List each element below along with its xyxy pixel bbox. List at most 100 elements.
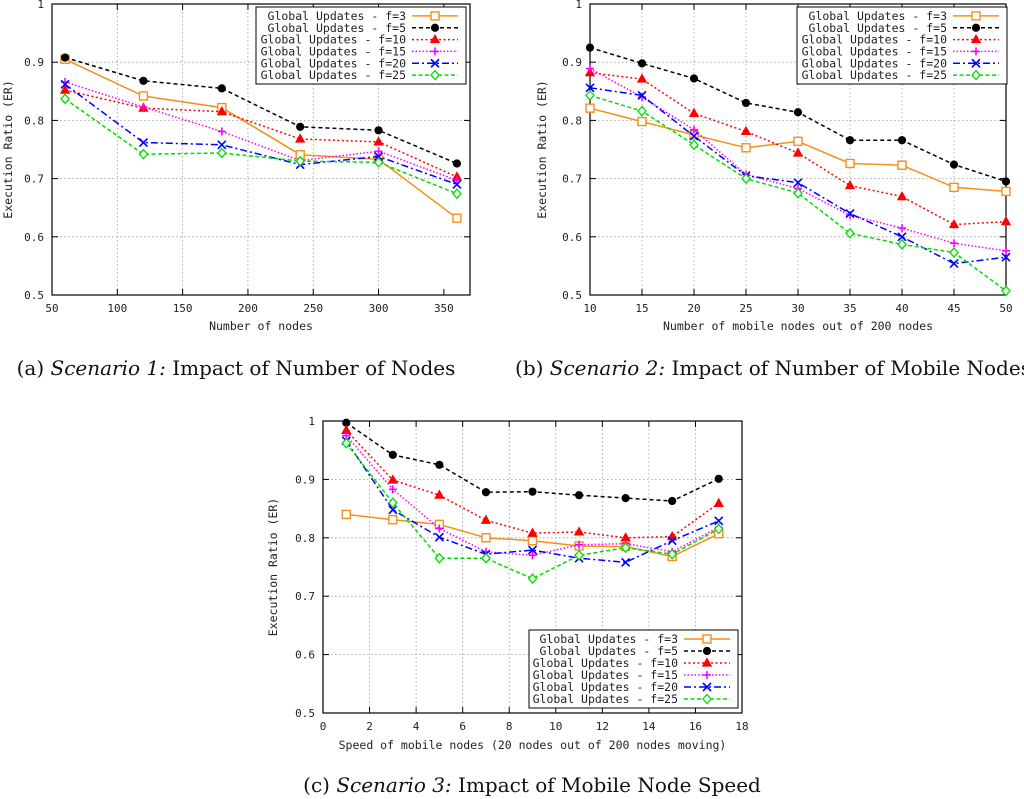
data-point <box>374 126 383 135</box>
data-point <box>586 64 594 73</box>
figure-caption: (b) Scenario 2: Impact of Number of Mobi… <box>515 356 1024 380</box>
data-point <box>481 533 491 543</box>
legend-marker <box>702 646 712 656</box>
data-point <box>637 105 647 117</box>
data-point <box>636 73 648 83</box>
legend-label: Global Updates - f=15 <box>533 668 678 682</box>
legend-label: Global Updates - f=10 <box>261 33 406 47</box>
data-point <box>452 188 462 200</box>
y-tick-label: 0.5 <box>562 289 582 302</box>
data-point <box>528 487 537 496</box>
series-line-f5 <box>64 56 458 165</box>
data-point <box>689 131 699 141</box>
data-point <box>793 187 803 199</box>
data-point <box>949 182 959 193</box>
data-point <box>373 156 384 168</box>
x-tick-label: 18 <box>735 720 748 733</box>
legend-marker <box>972 47 980 56</box>
series-line-f10 <box>64 89 458 178</box>
data-point <box>373 151 384 162</box>
data-point <box>741 98 751 108</box>
data-point <box>139 103 148 112</box>
caption-prefix: (b) <box>515 356 550 380</box>
data-point <box>481 552 491 564</box>
data-point <box>373 136 384 146</box>
data-point <box>585 83 595 93</box>
data-point <box>741 173 751 185</box>
data-point <box>574 491 584 500</box>
x-tick-label: 250 <box>303 302 323 315</box>
data-point <box>949 247 959 258</box>
series-line-f10 <box>345 429 720 539</box>
x-tick-label: 30 <box>791 302 804 315</box>
data-point <box>896 191 908 201</box>
data-point <box>637 90 647 100</box>
data-point <box>1002 246 1010 255</box>
data-point <box>295 155 306 167</box>
legend-marker <box>430 58 440 68</box>
data-point <box>897 160 907 170</box>
y-tick-label: 0.8 <box>562 114 582 127</box>
series-line-f15 <box>589 67 1007 252</box>
series-line-f20 <box>345 440 719 564</box>
y-tick-label: 0.5 <box>295 707 315 720</box>
legend-marker <box>971 69 981 81</box>
caption-scenario: Scenario 2: <box>550 356 665 380</box>
x-tick-label: 25 <box>739 302 752 315</box>
data-point <box>139 76 148 85</box>
y-tick-label: 1 <box>37 0 44 11</box>
data-point <box>574 549 584 561</box>
x-tick-label: 10 <box>549 720 562 733</box>
y-tick-label: 0.7 <box>562 173 582 186</box>
data-point <box>138 91 149 101</box>
y-tick-label: 0.5 <box>24 289 44 302</box>
data-point <box>387 497 398 509</box>
data-point <box>897 232 907 242</box>
plot-frame <box>51 3 471 296</box>
data-point <box>575 540 584 549</box>
data-point <box>527 527 538 537</box>
legend-label: Global Updates - f=10 <box>802 33 947 47</box>
data-point <box>138 148 149 160</box>
y-tick-label: 0.7 <box>295 590 315 603</box>
x-tick-label: 15 <box>635 302 648 315</box>
legend-label: Global Updates - f=20 <box>261 56 406 70</box>
data-point <box>452 213 462 223</box>
x-tick-label: 8 <box>506 720 513 733</box>
x-tick-label: 4 <box>413 720 420 733</box>
data-point <box>844 179 856 190</box>
caption-text: Impact of Number of Nodes <box>166 356 456 380</box>
legend-marker <box>429 33 441 44</box>
data-point <box>1001 177 1011 186</box>
x-tick-label: 40 <box>895 302 908 315</box>
data-point <box>741 143 751 153</box>
data-point <box>452 176 461 185</box>
data-point <box>948 218 960 229</box>
legend-marker <box>430 11 440 21</box>
data-point <box>60 79 70 89</box>
y-tick-label: 0.8 <box>24 114 44 127</box>
legend-marker <box>701 657 713 667</box>
data-point <box>60 53 70 62</box>
legend-marker <box>702 682 712 692</box>
data-point <box>950 239 958 248</box>
caption-text: Impact of Number of Mobile Nodes <box>665 356 1024 380</box>
y-tick-label: 0.6 <box>562 231 582 244</box>
x-tick-label: 14 <box>642 720 656 733</box>
data-point <box>898 224 906 233</box>
data-point <box>573 526 585 536</box>
data-point <box>845 208 855 219</box>
data-point <box>689 74 699 83</box>
caption-prefix: (c) <box>303 773 336 797</box>
data-point <box>341 437 352 449</box>
data-point <box>216 147 227 159</box>
data-point <box>434 532 444 542</box>
legend-label: Global Updates - f=20 <box>533 680 678 694</box>
legend-marker <box>430 23 440 32</box>
data-point <box>621 493 630 503</box>
data-point <box>387 474 399 484</box>
x-tick-label: 0 <box>320 720 327 733</box>
series-line-f25 <box>345 442 720 580</box>
data-point <box>1001 186 1011 197</box>
